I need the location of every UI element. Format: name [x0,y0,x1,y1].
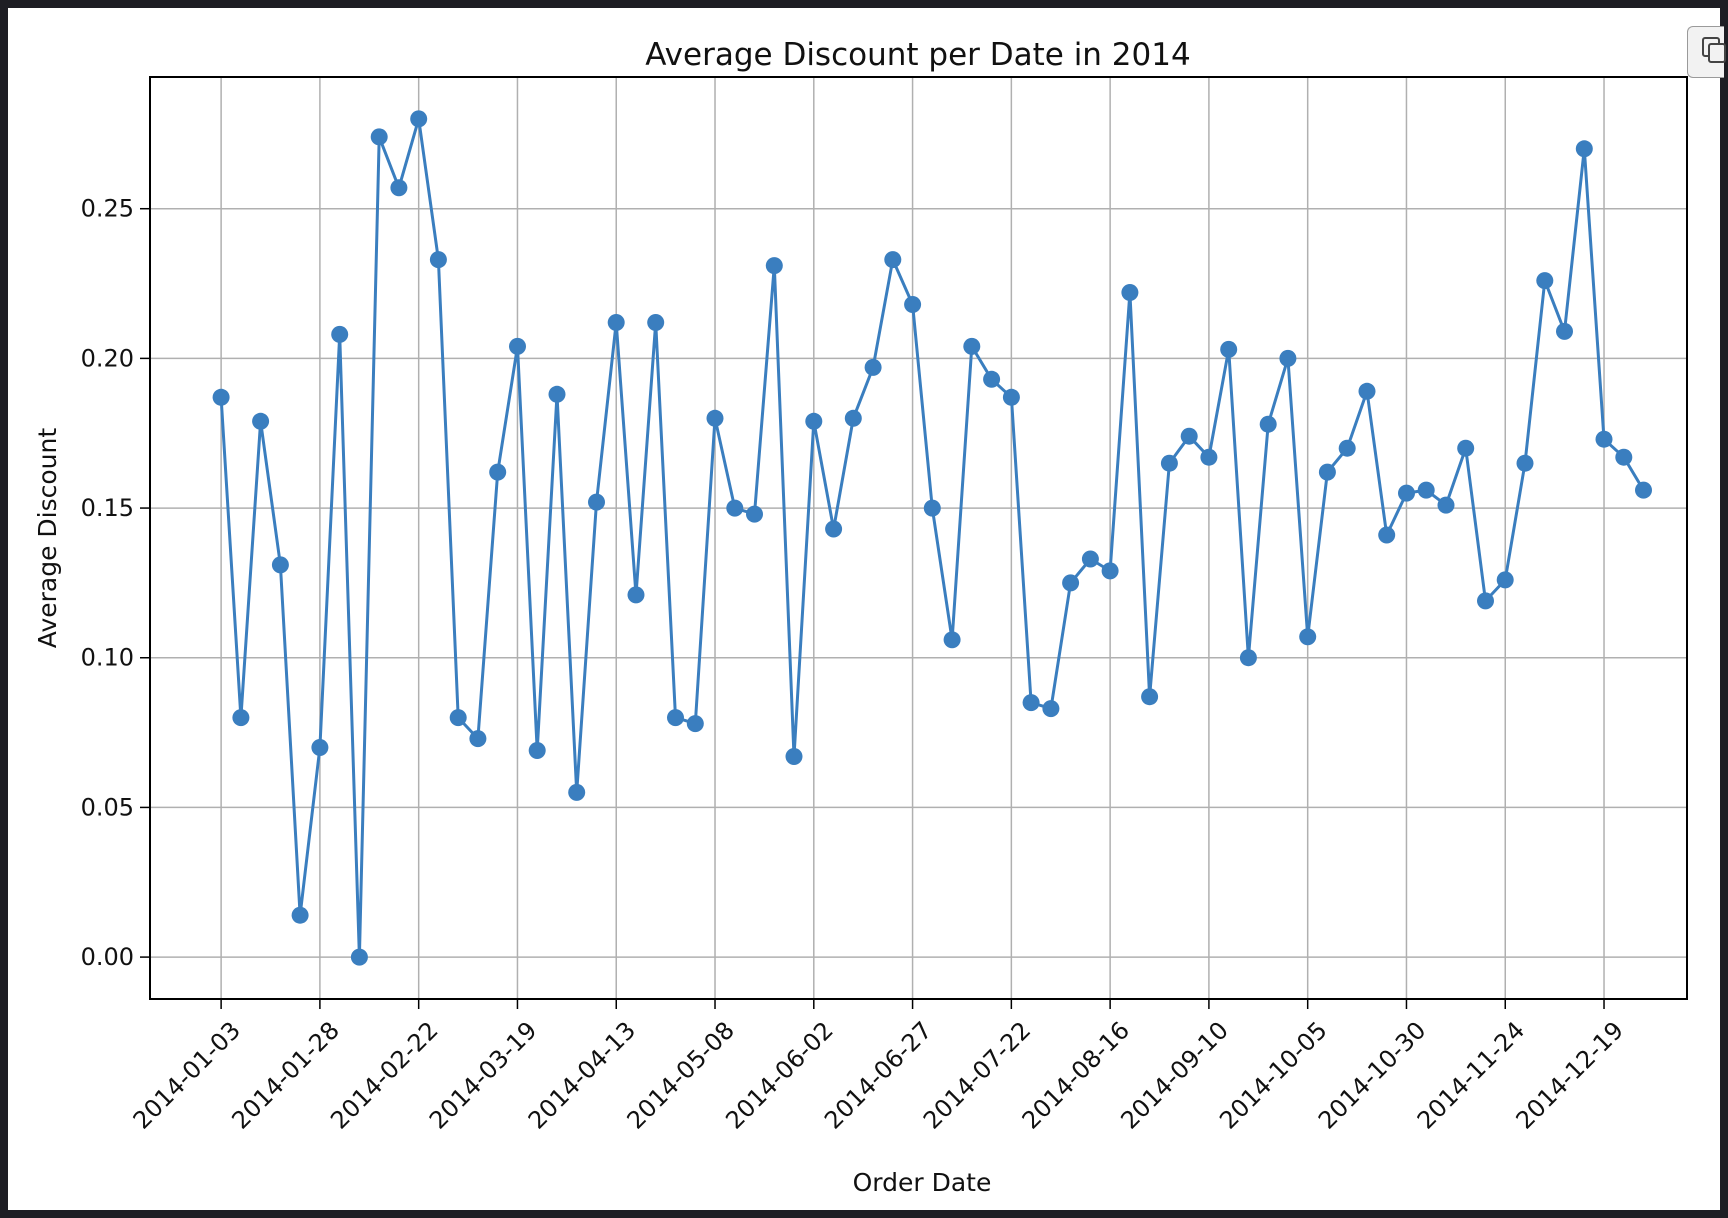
series-line [219,117,1645,959]
data-point [568,783,586,801]
data-point [963,337,981,355]
data-point [509,337,526,355]
data-point [390,179,408,197]
data-point [1121,284,1139,301]
data-point [1635,481,1652,499]
data-point [1457,439,1475,457]
data-point [410,110,428,128]
data-point [1338,439,1356,457]
data-point [1180,427,1198,445]
data-point [904,296,922,313]
data-point [706,409,724,427]
data-point [1358,382,1376,400]
data-point [331,325,349,343]
data-point [884,251,902,269]
data-point [1437,496,1455,514]
copy-button[interactable] [1687,26,1726,78]
y-tick-label: 0.10 [81,644,134,672]
data-point [588,493,605,511]
data-point [607,314,625,331]
data-point [1220,340,1238,358]
chart-panel: 0.00 0.05 0.10 0.15 0.20 0.25 2014-01-03 2014-… [8,8,1726,1210]
data-point [1417,481,1435,499]
data-point [1160,454,1178,472]
data-point [1575,140,1593,158]
data-point [627,586,645,604]
series-discount [212,110,1652,966]
grid-lines [150,77,1687,999]
data-point [844,409,862,427]
data-point [943,631,961,649]
data-point [647,314,665,331]
data-point [291,906,309,924]
y-tick-label: 0.25 [81,195,134,223]
data-point [1398,484,1415,502]
data-point [1259,415,1277,433]
data-point [1318,463,1336,481]
y-tick-label: 0.00 [81,943,134,971]
copy-icon-front [1708,43,1726,63]
data-point [923,499,941,517]
data-point [489,463,507,481]
data-point [726,499,744,517]
data-point [686,715,704,733]
data-point [548,385,566,403]
y-tick-label: 0.15 [81,494,134,522]
data-point [1477,592,1494,610]
data-point [746,505,763,523]
data-point [528,742,546,759]
y-axis: 0.00 0.05 0.10 0.15 0.20 0.25 [81,195,150,971]
x-axis: 2014-01-032014-01-282014-02-222014-03-19… [128,999,1629,1135]
x-tick-label: 2014-12-19 [1511,1016,1629,1134]
data-point [1239,649,1257,667]
y-tick-label: 0.20 [81,344,134,372]
data-point [469,730,487,748]
data-point [212,388,230,406]
data-point [1042,700,1060,718]
data-point [785,748,803,765]
data-point [825,520,843,538]
data-point [1378,526,1396,544]
data-point [1002,388,1020,406]
data-point [1200,448,1218,466]
line-chart: 0.00 0.05 0.10 0.15 0.20 0.25 2014-01-032014-… [33,37,1688,1197]
data-point [1299,628,1317,646]
data-point [311,739,329,756]
data-point [1615,448,1633,466]
data-point [1141,688,1159,706]
chart-title: Average Discount per Date in 2014 [645,37,1190,73]
data-point [864,358,882,376]
data-point [1496,571,1514,589]
x-axis-title: Order Date [853,1168,992,1197]
data-point [1536,272,1554,290]
data-point [449,709,467,727]
data-point [1516,454,1534,472]
y-axis-title: Average Discount [33,428,62,649]
data-point [350,948,368,966]
data-point [765,257,783,275]
data-point [1556,322,1573,340]
data-point [1279,349,1297,367]
data-point [271,556,289,574]
data-point [805,412,823,430]
data-point [983,370,1001,388]
data-point [429,251,447,269]
data-point [1101,562,1119,580]
data-point [232,709,250,727]
data-point [1062,574,1080,592]
data-point [1081,550,1099,568]
data-point [1595,430,1613,448]
data-point [370,128,388,146]
plot-frame [149,76,1688,1000]
data-point [1022,694,1040,712]
data-point [252,412,270,430]
y-tick-label: 0.05 [81,793,134,821]
data-point [667,709,684,727]
